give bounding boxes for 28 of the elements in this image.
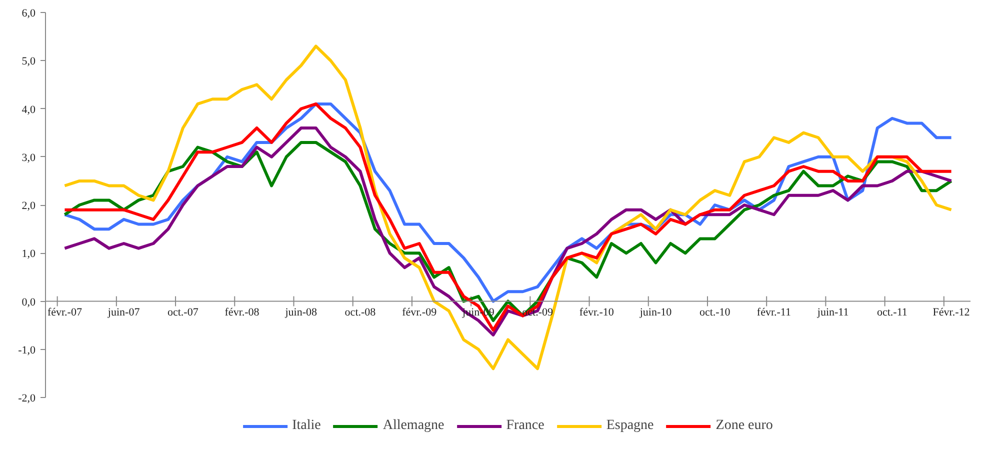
x-tick-label: oct.-07: [167, 306, 199, 318]
legend-label: France: [506, 418, 544, 434]
y-tick-label: 2,0: [22, 200, 36, 212]
y-tick-label: -1,0: [18, 344, 36, 356]
x-tick-label: oct.-08: [344, 306, 376, 318]
x-tick-label: févr.-07: [47, 306, 82, 318]
x-tick-label: Févr.-12: [932, 306, 970, 318]
legend-label: Espagne: [606, 418, 654, 434]
x-tick-label: févr.-11: [756, 306, 792, 318]
x-tick-label: juin-08: [284, 306, 318, 318]
x-tick-label: juin-10: [638, 306, 672, 318]
legend-label: Allemagne: [382, 418, 444, 434]
x-tick-label: févr.-08: [224, 306, 260, 318]
y-tick-label: 0,0: [22, 296, 36, 308]
x-tick-label: oct.-10: [699, 306, 731, 318]
x-tick-label: oct.-11: [876, 306, 908, 318]
y-tick-label: 1,0: [22, 248, 36, 260]
y-tick-label: 5,0: [22, 56, 36, 68]
legend-label: Zone euro: [716, 418, 773, 434]
x-tick-label: juin-07: [106, 306, 140, 318]
x-tick-label: févr.-10: [579, 306, 614, 318]
x-tick-label: juin-11: [816, 306, 849, 318]
x-tick-label: févr.-09: [402, 306, 438, 318]
y-tick-label: 6,0: [22, 8, 36, 20]
y-tick-label: -2,0: [18, 392, 36, 404]
y-tick-label: 4,0: [22, 104, 36, 116]
y-tick-label: 3,0: [22, 152, 36, 164]
legend-label: Italie: [292, 418, 321, 434]
